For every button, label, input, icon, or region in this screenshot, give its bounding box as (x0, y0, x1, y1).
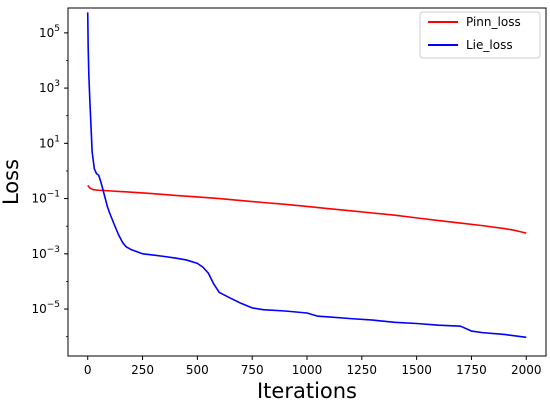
x-tick-label: 2000 (511, 363, 542, 377)
x-tick-label: 1500 (401, 363, 432, 377)
y-tick-label: 101 (39, 134, 60, 150)
x-tick-label: 250 (131, 363, 154, 377)
y-tick-label: 105 (39, 24, 60, 40)
x-tick-label: 750 (241, 363, 264, 377)
x-axis-ticks: 0 250 500 750 1000 1250 1500 1750 2000 (84, 356, 542, 377)
series-layer (86, 12, 527, 339)
legend-box (419, 11, 541, 59)
y-tick-label: 10−5 (31, 300, 60, 316)
legend: Pinn_loss Lie_loss (419, 11, 541, 59)
y-axis-title: Loss (0, 159, 23, 205)
y-tick-label: 10−3 (31, 245, 60, 261)
legend-label-lie: Lie_loss (466, 38, 513, 52)
plot-area (67, 7, 547, 357)
x-tick-label: 1750 (456, 363, 487, 377)
y-axis-ticks: 105 103 101 10−1 10−3 10−5 (31, 24, 68, 338)
series-line-lie-loss (86, 12, 527, 339)
x-tick-label: 1000 (292, 363, 323, 377)
y-tick-label: 10−1 (31, 190, 60, 206)
y-tick-label: 103 (39, 79, 60, 95)
x-tick-label: 500 (186, 363, 209, 377)
legend-label-pinn: Pinn_loss (466, 15, 521, 29)
x-tick-label: 0 (84, 363, 92, 377)
x-tick-label: 1250 (347, 363, 378, 377)
series-line-pinn-loss (87, 184, 527, 234)
x-axis-title: Iterations (257, 379, 357, 403)
